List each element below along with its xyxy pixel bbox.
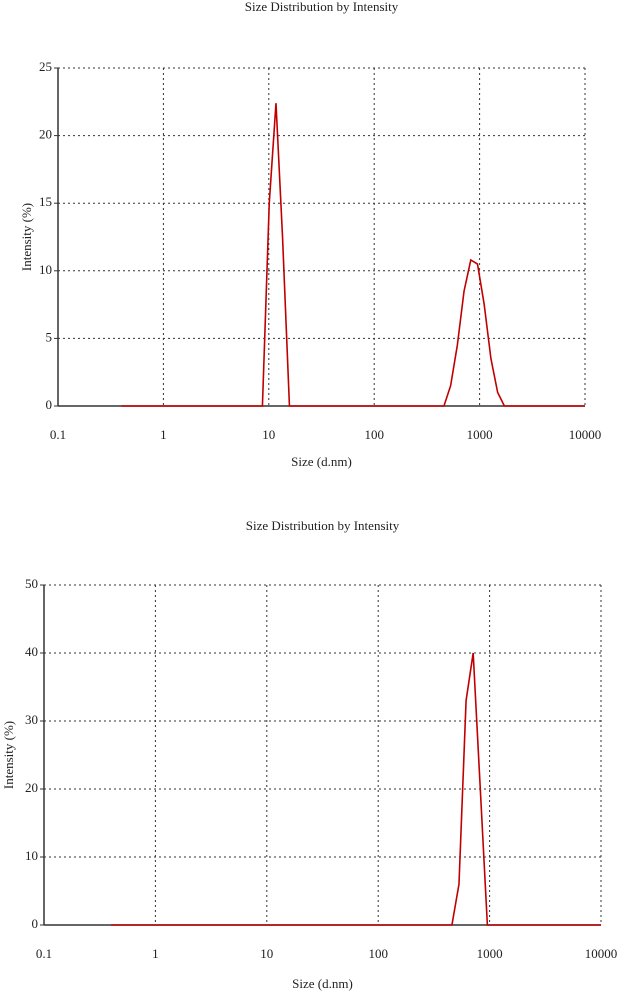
y-tick-label: 20 (39, 127, 52, 142)
x-tick-label: 100 (364, 427, 384, 442)
x-tick-label: 10 (260, 946, 273, 961)
x-tick-label: 1 (152, 946, 159, 961)
x-tick-label: 1000 (467, 427, 493, 442)
y-tick-label: 10 (39, 262, 52, 277)
x-tick-label: 10000 (569, 427, 602, 442)
y-tick-label: 0 (46, 397, 53, 412)
series-line (111, 652, 601, 926)
y-tick-label: 5 (46, 329, 53, 344)
x-tick-label: 10000 (585, 946, 618, 961)
y-tick-label: 40 (25, 644, 38, 659)
y-tick-label: 25 (39, 59, 52, 74)
x-tick-label: 1 (160, 427, 167, 442)
y-tick-label: 10 (25, 848, 38, 863)
x-axis-label: Size (d.nm) (292, 976, 353, 991)
x-axis-label: Size (d.nm) (291, 454, 352, 469)
y-tick-label: 50 (25, 576, 38, 591)
series-line (121, 103, 585, 407)
x-tick-label: 1000 (477, 946, 503, 961)
chart-title: Size Distribution by Intensity (246, 518, 400, 533)
y-tick-label: 15 (39, 194, 52, 209)
y-tick-label: 20 (25, 780, 38, 795)
y-tick-label: 0 (32, 916, 39, 931)
chart-title: Size Distribution by Intensity (245, 0, 399, 14)
y-axis-label: Intensity (%) (19, 203, 34, 271)
x-tick-label: 10 (262, 427, 275, 442)
x-tick-label: 0.1 (36, 946, 52, 961)
y-tick-label: 30 (25, 712, 38, 727)
x-tick-label: 0.1 (50, 427, 66, 442)
y-axis-label: Intensity (%) (1, 721, 16, 789)
x-tick-label: 100 (368, 946, 388, 961)
